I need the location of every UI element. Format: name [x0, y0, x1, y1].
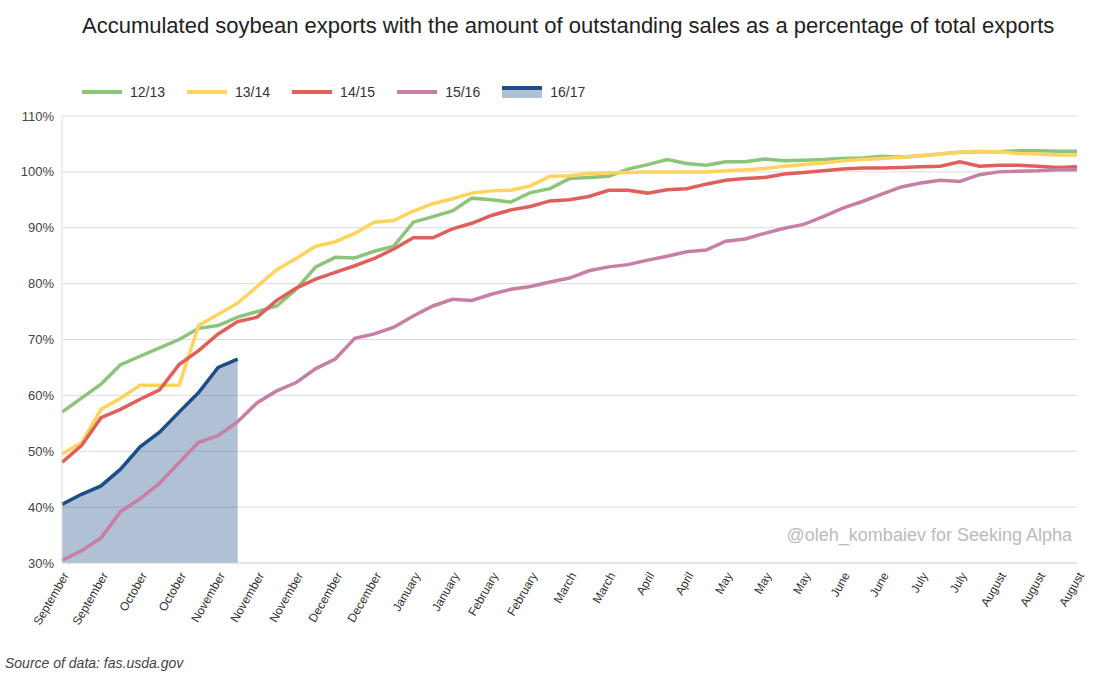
svg-text:50%: 50% — [28, 444, 54, 459]
svg-text:May: May — [712, 570, 735, 597]
svg-text:May: May — [790, 570, 813, 597]
svg-text:August: August — [1056, 569, 1087, 609]
svg-text:March: March — [590, 570, 619, 606]
html-text:14/15: 14/15 — [340, 84, 376, 100]
svg-text:December: December — [305, 570, 345, 625]
html-text:16/17: 16/17 — [550, 84, 586, 100]
svg-text:October: October — [156, 570, 189, 614]
svg-text:March: March — [551, 570, 580, 606]
svg-text:January: January — [390, 570, 423, 614]
svg-text:June: June — [867, 569, 892, 599]
svg-text:November: November — [188, 570, 228, 625]
svg-text:October: October — [117, 570, 150, 614]
html-text:Accumulated soybean exports wi: Accumulated soybean exports with the amo… — [82, 13, 1055, 38]
svg-text:September: September — [31, 570, 72, 628]
svg-text:80%: 80% — [28, 276, 54, 291]
svg-text:September: September — [70, 570, 111, 628]
svg-text:December: December — [344, 570, 384, 625]
svg-text:November: November — [266, 570, 306, 625]
svg-text:May: May — [751, 570, 774, 597]
html-text:15/16: 15/16 — [445, 84, 481, 100]
svg-text:110%: 110% — [22, 109, 55, 124]
svg-text:30%: 30% — [28, 556, 54, 571]
svg-text:February: February — [465, 570, 501, 619]
svg-text:April: April — [633, 570, 657, 598]
svg-text:60%: 60% — [28, 388, 54, 403]
svg-text:100%: 100% — [21, 164, 55, 179]
svg-text:40%: 40% — [28, 500, 54, 515]
html-text:Source of data: fas.usda.gov: Source of data: fas.usda.gov — [5, 655, 184, 671]
html-text:@oleh_kombaiev for Seeking Alp: @oleh_kombaiev for Seeking Alpha — [786, 525, 1072, 545]
svg-text:February: February — [504, 570, 540, 619]
svg-text:August: August — [1017, 569, 1048, 609]
svg-text:July: July — [947, 570, 970, 595]
html-text:13/14: 13/14 — [235, 84, 271, 100]
svg-text:August: August — [978, 569, 1009, 609]
svg-text:January: January — [429, 570, 462, 614]
svg-text:April: April — [672, 570, 696, 598]
svg-text:June: June — [828, 569, 853, 599]
svg-text:90%: 90% — [28, 220, 54, 235]
svg-text:July: July — [908, 570, 931, 595]
html-text:12/13: 12/13 — [130, 84, 165, 100]
svg-text:70%: 70% — [28, 332, 54, 347]
svg-text:November: November — [227, 570, 267, 625]
